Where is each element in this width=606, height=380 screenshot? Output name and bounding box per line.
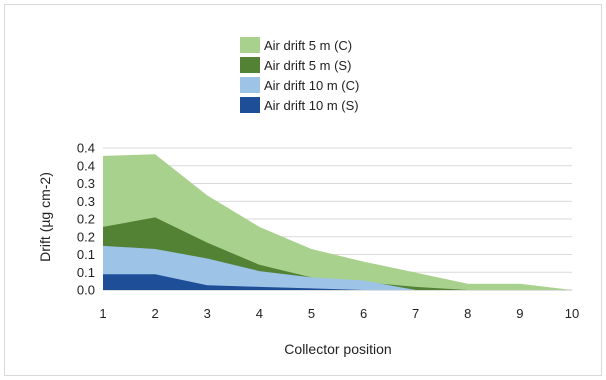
x-tick-label: 5 [308, 306, 315, 321]
y-tick-label: 0.2 [77, 212, 95, 227]
legend-swatch [240, 77, 260, 93]
area-series-4 [103, 274, 572, 290]
y-tick-label: 0.4 [77, 158, 95, 173]
area-series-3 [103, 245, 572, 290]
y-tick-label: 0.2 [77, 229, 95, 244]
legend-swatch [240, 37, 260, 53]
legend-label: Air drift 5 m (C) [264, 38, 352, 53]
x-tick-label: 8 [464, 306, 471, 321]
y-tick-label: 0.1 [77, 265, 95, 280]
y-tick-label: 0.0 [77, 283, 95, 298]
x-axis-label: Collector position [284, 341, 391, 357]
legend-label: Air drift 5 m (S) [264, 58, 351, 73]
legend-label: Air drift 10 m (S) [264, 98, 359, 113]
series-areas [103, 154, 572, 290]
legend-swatch [240, 97, 260, 113]
x-tick-label: 2 [151, 306, 158, 321]
y-tick-label: 0.1 [77, 247, 95, 262]
y-axis-label: Drift (µg cm-2) [37, 172, 53, 262]
x-tick-label: 7 [412, 306, 419, 321]
legend-swatch [240, 57, 260, 73]
x-tick-label: 9 [516, 306, 523, 321]
x-tick-label: 6 [360, 306, 367, 321]
x-tick-label: 4 [256, 306, 263, 321]
legend: Air drift 5 m (C) Air drift 5 m (S) Air dr… [240, 37, 359, 113]
x-tick-label: 3 [204, 306, 211, 321]
chart-frame: 0.0 0.1 0.1 0.2 0.2 0.3 0.3 0.4 0.4 1 2 3 4 5 6 7 8 9 10 … [4, 4, 602, 376]
y-tick-label: 0.3 [77, 176, 95, 191]
y-tick-label: 0.3 [77, 194, 95, 209]
y-tick-labels: 0.0 0.1 0.1 0.2 0.2 0.3 0.3 0.4 0.4 [77, 141, 95, 298]
y-tick-label: 0.4 [77, 141, 95, 156]
x-tick-labels: 1 2 3 4 5 6 7 8 9 10 [99, 306, 579, 321]
x-tick-label: 1 [99, 306, 106, 321]
legend-label: Air drift 10 m (C) [264, 78, 359, 93]
x-tick-label: 10 [565, 306, 579, 321]
area-chart: 0.00.10.10.20.20.30.30.40.4 1 2 3 4 5 6 7 8 9 10 … [37, 37, 579, 357]
